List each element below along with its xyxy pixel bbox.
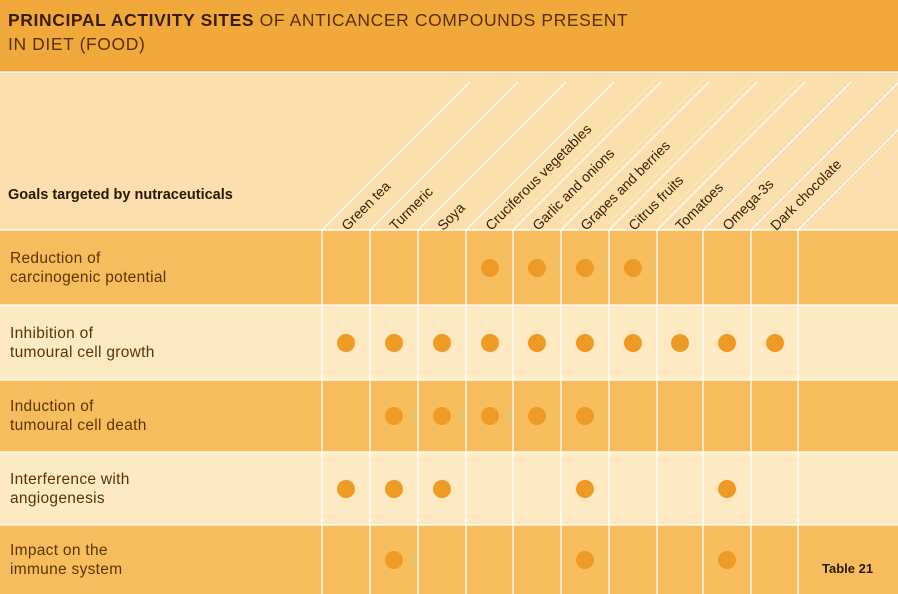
row-label-line: tumoural cell death <box>10 417 147 434</box>
activity-dot <box>671 333 689 352</box>
activity-dot <box>718 333 736 352</box>
row-label: Interference with angiogenesis <box>10 470 130 508</box>
header-diagonal <box>369 81 519 231</box>
activity-dot <box>528 333 546 352</box>
activity-dot <box>718 479 736 498</box>
row-label-line: Reduction of <box>10 250 101 267</box>
title-bar: PRINCIPAL ACTIVITY SITES OF ANTICANCER C… <box>0 0 898 72</box>
activity-dot <box>385 550 403 569</box>
activity-dot <box>385 407 403 425</box>
activity-dot <box>576 479 594 498</box>
row-label-line: angiogenesis <box>10 490 105 507</box>
header-diagonal <box>560 81 710 231</box>
header-diagonal <box>608 81 758 231</box>
activity-dot <box>433 407 451 425</box>
row-label-line: Induction of <box>10 398 94 415</box>
row-label-line: Inhibition of <box>10 325 94 342</box>
activity-dot <box>528 258 546 277</box>
row-label: Impact on the immune system <box>10 541 122 579</box>
row-label: Reduction of carcinogenic potential <box>10 249 167 287</box>
activity-dot <box>528 407 546 425</box>
header-diagonal <box>702 81 852 231</box>
row-label-line: Interference with <box>10 471 130 488</box>
row-label-line: tumoural cell growth <box>10 344 155 361</box>
activity-dot <box>385 333 403 352</box>
row-label: Induction of tumoural cell death <box>10 397 147 435</box>
header-diagonal <box>465 81 615 231</box>
activity-dot <box>337 333 355 352</box>
activity-dot <box>624 333 642 352</box>
activity-dot <box>624 258 642 277</box>
page-title: PRINCIPAL ACTIVITY SITES OF ANTICANCER C… <box>8 8 648 56</box>
table-row: Impact on the immune system <box>0 525 898 594</box>
table-number-label: Table 21 <box>822 561 874 576</box>
activity-dot <box>433 333 451 352</box>
title-rest: OF ANTICANCER COMPOUNDS PRESENT IN DIET … <box>8 10 628 54</box>
row-label-line: immune system <box>10 561 123 578</box>
header-diagonal <box>656 81 806 231</box>
activity-dot <box>576 407 594 425</box>
activity-dot <box>480 407 499 425</box>
row-label-line: carcinogenic potential <box>10 269 167 286</box>
goals-header: Goals targeted by nutraceuticals <box>8 187 233 203</box>
header-diagonal <box>797 129 898 231</box>
header-diagonal <box>321 81 471 231</box>
activity-dot <box>337 479 355 498</box>
header-diagonal <box>417 81 567 231</box>
activity-dot <box>480 333 499 352</box>
header-diagonal <box>750 82 898 231</box>
activity-dot <box>385 479 403 498</box>
row-label: Inhibition of tumoural cell growth <box>10 324 155 362</box>
row-label-line: Impact on the <box>10 542 108 559</box>
title-bold: PRINCIPAL ACTIVITY SITES <box>8 10 255 30</box>
activity-dot <box>576 550 594 569</box>
header-diagonal <box>512 81 662 231</box>
activity-dot <box>480 258 499 277</box>
activity-dot <box>718 550 736 569</box>
table-row: Reduction of carcinogenic potential <box>0 230 898 305</box>
activity-dot <box>765 333 784 352</box>
activity-dot <box>576 258 594 277</box>
activity-dot <box>576 333 594 352</box>
activity-dot <box>433 479 451 498</box>
